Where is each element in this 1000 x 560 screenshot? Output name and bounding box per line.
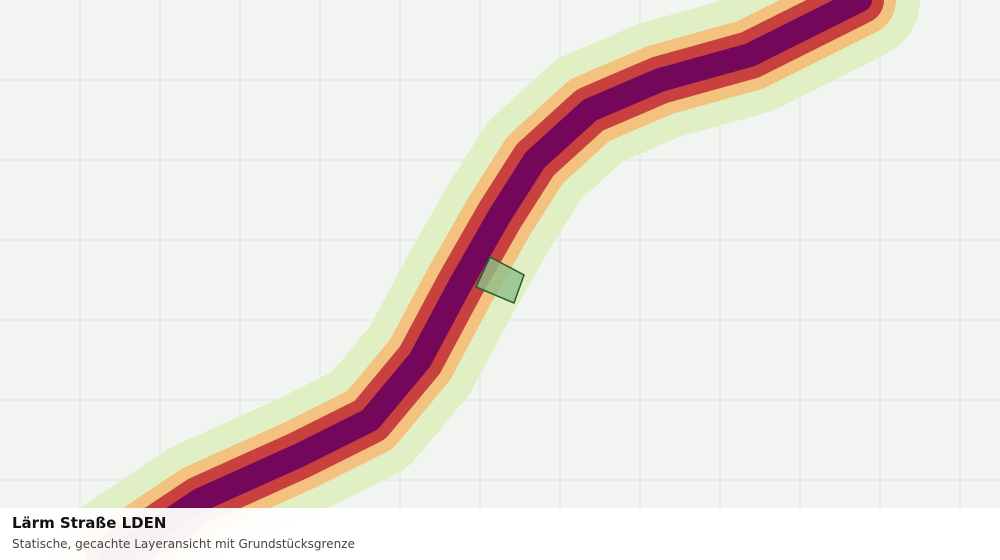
map-subtitle: Statische, gecachte Layeransicht mit Gru… xyxy=(12,537,355,551)
map-title: Lärm Straße LDEN xyxy=(12,514,167,532)
map-footer: Lärm Straße LDEN Statische, gecachte Lay… xyxy=(0,508,1000,560)
noise-bands xyxy=(50,0,920,560)
noise-band-very-high xyxy=(98,0,872,560)
parcel-boundary xyxy=(474,255,525,304)
